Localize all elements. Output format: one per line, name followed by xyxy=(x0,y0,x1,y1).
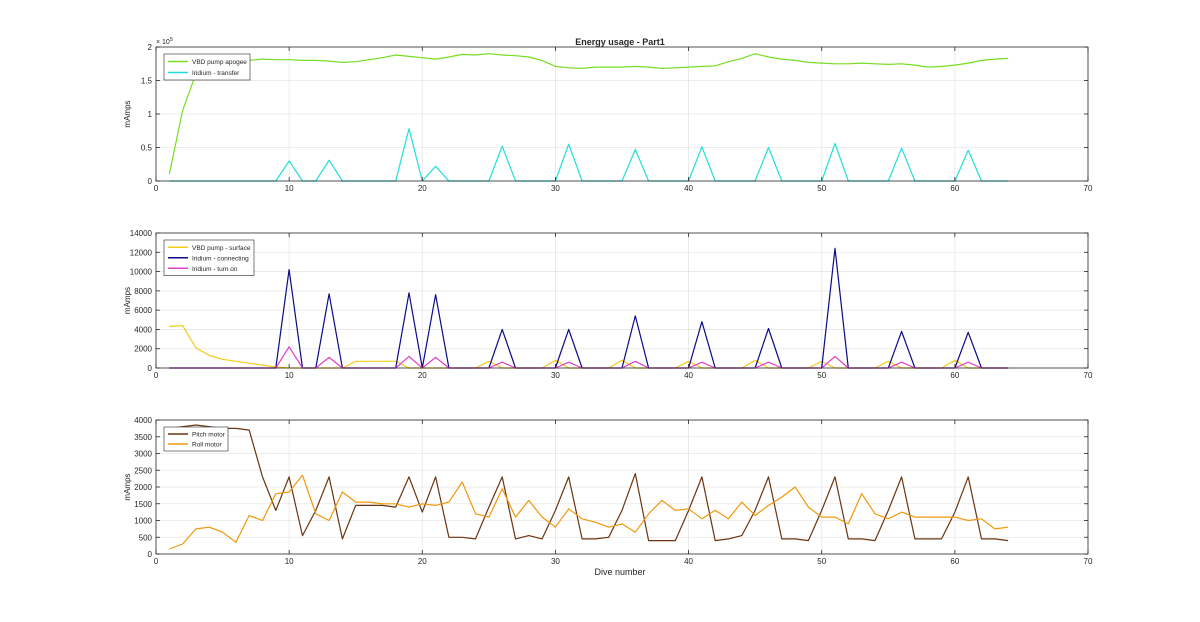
legend: Pitch motor Roll motor xyxy=(163,426,229,452)
y-tick-label: 4000 xyxy=(134,325,152,334)
y-tick-label: 3000 xyxy=(134,450,152,459)
y-tick-label: 0 xyxy=(148,364,153,373)
series-line-vbd-pump-apogee xyxy=(168,53,1009,175)
x-tick-label: 40 xyxy=(684,184,693,193)
y-tick-label: 0 xyxy=(148,177,153,186)
legend-entry: VBD pump apogee xyxy=(192,59,247,66)
x-tick-label: 50 xyxy=(817,184,826,193)
series-line-roll-motor xyxy=(169,474,1009,550)
y-tick-label: 1 xyxy=(148,110,153,119)
legend-entry: Roll motor xyxy=(192,442,222,449)
legend: VBD pump - surface Iridium - connecting Ir… xyxy=(163,239,255,276)
subplot-vbd-apogee-iridium-transfer: 0 10 20 30 40 50 60 70 0 0.5 1 1.5 2× 105 mAmps VBD pu… xyxy=(123,37,1093,193)
subplot-vbd-surface-iridium: 0 10 20 30 40 50 60 70 0 2000 4000 6000 8000 10000 120… xyxy=(123,229,1093,380)
x-tick-label: 30 xyxy=(551,184,560,193)
legend-entry: Iridium - connecting xyxy=(192,255,249,262)
subplot-pitch-roll-motor: 0 10 20 30 40 50 60 70 0 500 1000 1500 2000 2500 3000 3… xyxy=(123,416,1093,566)
x-tick-label: 40 xyxy=(684,371,693,380)
x-tick-label: 50 xyxy=(817,371,826,380)
x-tick-label: 60 xyxy=(950,557,959,566)
y-tick-label: 12000 xyxy=(130,248,153,257)
x-tick-label: 70 xyxy=(1084,557,1093,566)
y-tick-label: 2000 xyxy=(134,345,152,354)
y-tick-label: 0.5 xyxy=(141,144,153,153)
x-tick-label: 0 xyxy=(154,184,159,193)
legend-box xyxy=(163,426,229,452)
x-tick-label: 10 xyxy=(285,557,294,566)
x-tick-label: 30 xyxy=(551,557,560,566)
x-tick-label: 30 xyxy=(551,371,560,380)
y-tick-label: 500 xyxy=(139,533,153,542)
x-tick-label: 20 xyxy=(418,184,427,193)
y-tick-label: 2 xyxy=(148,43,153,52)
x-tick-label: 0 xyxy=(154,371,159,380)
y-tick-label: 6000 xyxy=(134,306,152,315)
legend: VBD pump apogee Iridium - transfer xyxy=(163,53,251,81)
legend-entry: Iridium - turn on xyxy=(192,266,238,273)
x-tick-label: 20 xyxy=(418,557,427,566)
y-tick-label: 1500 xyxy=(134,500,152,509)
figure-title: Energy usage - Part1 xyxy=(575,37,665,47)
legend-entry: Iridium - transfer xyxy=(192,70,240,77)
y-tick-label: 2500 xyxy=(134,466,152,475)
x-tick-label: 60 xyxy=(950,184,959,193)
legend-box xyxy=(163,53,251,81)
x-tick-label: 20 xyxy=(418,371,427,380)
y-tick-label: 1000 xyxy=(134,517,152,526)
x-tick-label: 10 xyxy=(285,184,294,193)
y-tick-label: 1.5 xyxy=(141,77,153,86)
x-tick-label: 50 xyxy=(817,557,826,566)
x-tick-label: 70 xyxy=(1084,371,1093,380)
y-axis-label: mAmps xyxy=(123,287,132,314)
axes-box xyxy=(155,232,1089,369)
legend-entry: VBD pump - surface xyxy=(192,245,251,252)
legend-entry: Pitch motor xyxy=(192,432,226,439)
x-tick-label: 10 xyxy=(285,371,294,380)
x-axis-label: Dive number xyxy=(594,567,645,577)
x-tick-label: 0 xyxy=(154,557,159,566)
y-axis-label: mAmps xyxy=(123,100,132,127)
y-tick-label: 2000 xyxy=(134,483,152,492)
plot-area xyxy=(156,233,1088,368)
y-tick-label: 4000 xyxy=(134,416,152,425)
x-tick-label: 40 xyxy=(684,557,693,566)
y-axis-exponent: × 105 xyxy=(156,37,173,46)
y-tick-label: 3500 xyxy=(134,433,152,442)
y-tick-label: 10000 xyxy=(130,268,153,277)
y-axis-label: mAmps xyxy=(123,473,132,500)
x-tick-label: 60 xyxy=(950,371,959,380)
y-tick-label: 8000 xyxy=(134,287,152,296)
series-line-pitch-motor xyxy=(169,424,1009,542)
y-tick-label: 0 xyxy=(148,550,153,559)
x-tick-label: 70 xyxy=(1084,184,1093,193)
y-tick-label: 14000 xyxy=(130,229,153,238)
